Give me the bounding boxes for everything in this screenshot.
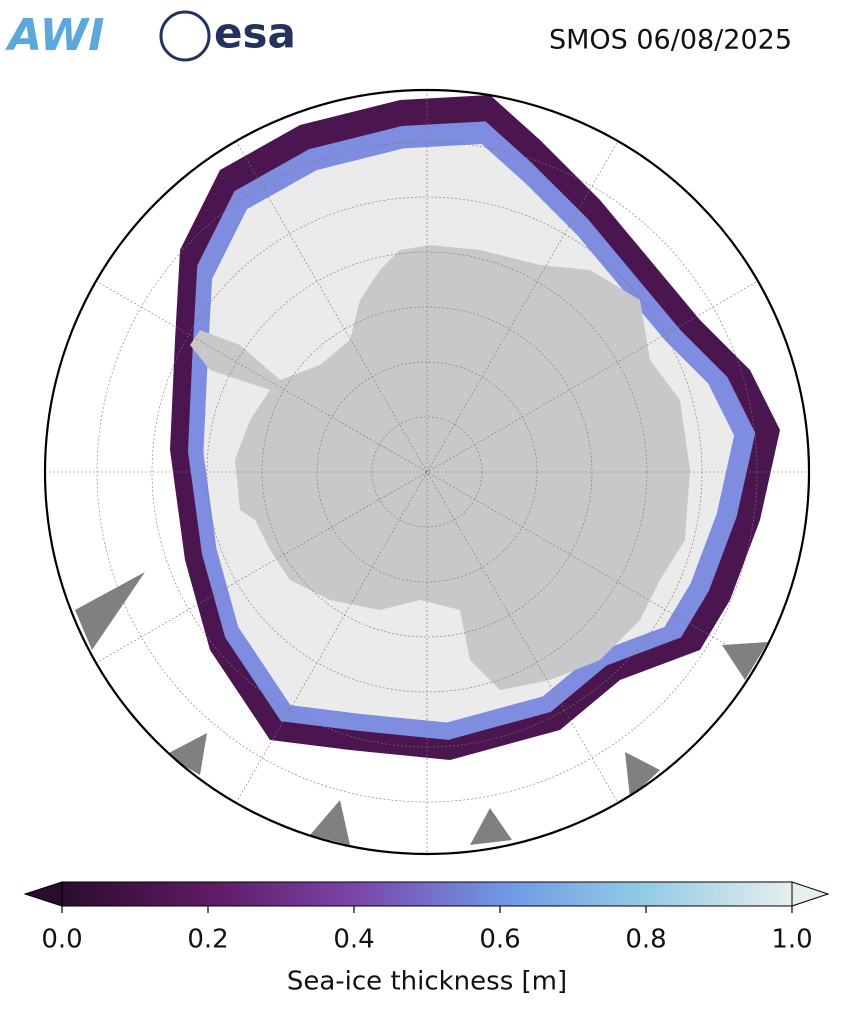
map-boundary	[43, 88, 811, 856]
colorbar-tick-label: 0.0	[41, 925, 82, 955]
title: SMOS 06/08/2025	[549, 25, 792, 56]
colorbar-label: Sea-ice thickness [m]	[287, 967, 567, 997]
graticule	[45, 90, 809, 854]
colorbar-tick-label: 1.0	[771, 925, 812, 955]
colorbar-tick-label: 0.4	[333, 925, 374, 955]
awi-logo: AWI	[5, 10, 105, 61]
esa-emblem	[159, 10, 211, 62]
colorbar-extend-high	[791, 881, 830, 907]
colorbar-tick-label: 0.8	[625, 925, 666, 955]
esa-logo: esa	[214, 9, 296, 58]
colorbar-extend-low	[23, 881, 63, 907]
map	[45, 90, 809, 854]
colorbar-tick-label: 0.2	[187, 925, 228, 955]
colorbar	[61, 881, 793, 907]
colorbar-tick-label: 0.6	[479, 925, 520, 955]
antarctica	[190, 245, 690, 690]
land-patches	[75, 572, 768, 845]
